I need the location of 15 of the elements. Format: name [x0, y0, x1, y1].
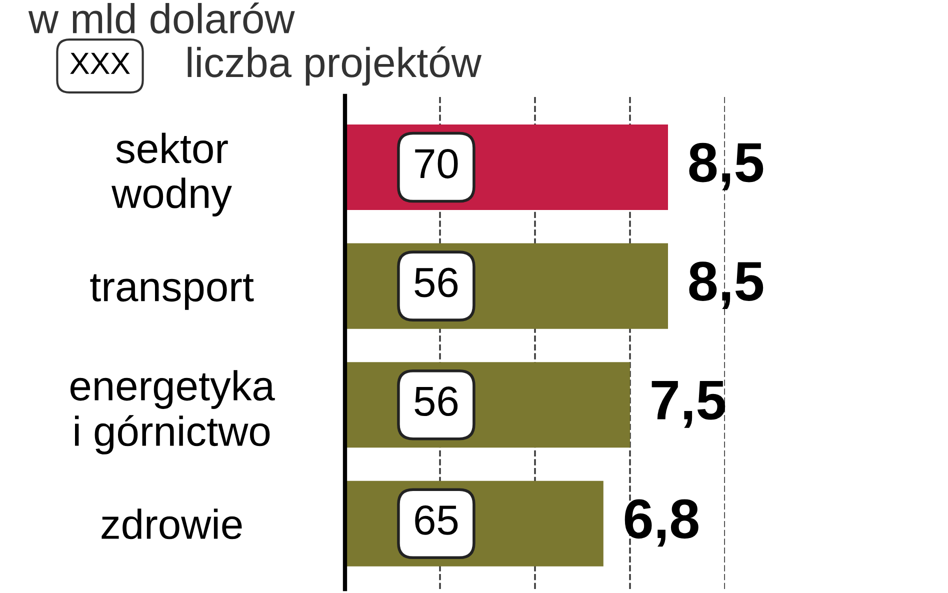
data-label: 8,5	[689, 262, 764, 310]
y-tick-label: sektor wodny	[112, 132, 232, 216]
data-label: 7,5	[652, 381, 726, 428]
text: XXX	[70, 52, 130, 74]
data-label: 8,5	[689, 142, 764, 190]
y-tick-label: energetyka i górnictwo	[70, 370, 275, 454]
chart-title: w mld dolarów	[28, 2, 295, 34]
text: liczba projektów	[188, 46, 482, 86]
y-tick-label: transport	[90, 274, 254, 310]
annotation: 56	[414, 386, 458, 416]
data-label: 6,8	[624, 499, 698, 547]
annotation: 70	[415, 148, 458, 178]
annotation: 56	[414, 268, 458, 298]
y-tick-label: zdrowie	[102, 508, 242, 540]
annotation: 65	[415, 505, 458, 535]
